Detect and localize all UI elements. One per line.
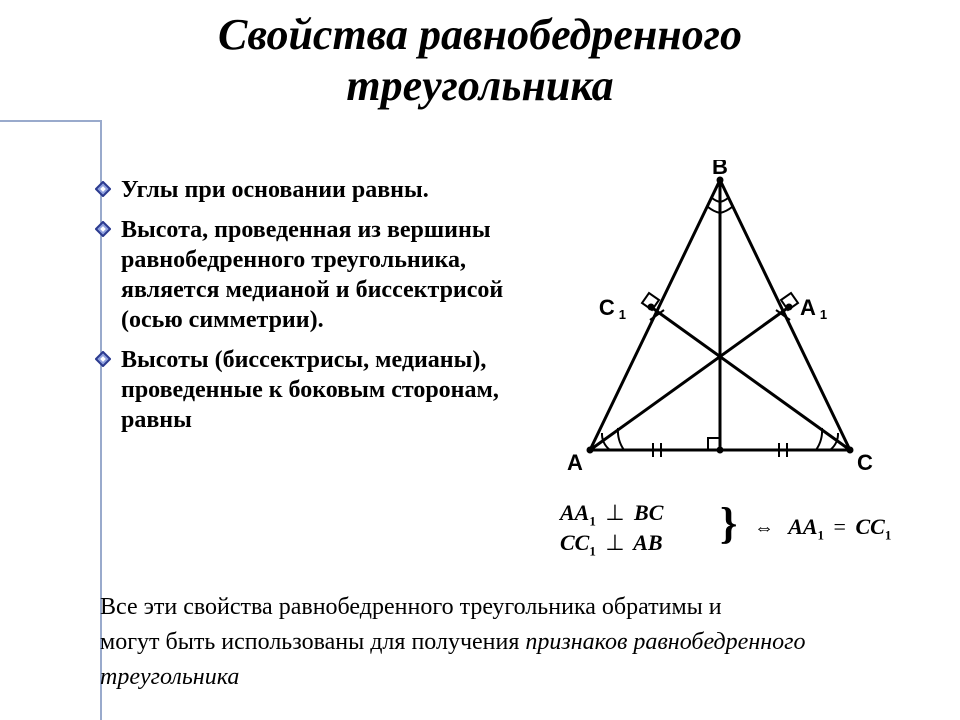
list-item: Высоты (биссектрисы, медианы), проведенн…: [95, 345, 515, 435]
label-A: A: [567, 450, 583, 475]
label-B: B: [712, 160, 728, 179]
math-line-1: AA1 ⊥ BC: [560, 500, 663, 530]
decor-horizontal-line: [0, 120, 100, 122]
diamond-bullet-icon: [95, 181, 111, 197]
bullet-text: Углы при основании равны.: [121, 175, 429, 205]
slide: { "title_line1": "Свойства равнобедренно…: [0, 0, 960, 720]
bullet-text: Высота, проведенная из вершины равнобедр…: [121, 215, 515, 335]
label-A1: A1: [800, 295, 827, 322]
footer-text: Все эти свойства равнобедренного треугол…: [100, 590, 900, 694]
diamond-bullet-icon: [95, 221, 111, 237]
footer-line-1: Все эти свойства равнобедренного треугол…: [100, 594, 722, 620]
diamond-bullet-icon: [95, 351, 111, 367]
footer-line-2a: могут быть использованы для получения: [100, 629, 525, 655]
bullet-text: Высоты (биссектрисы, медианы), проведенн…: [121, 345, 515, 435]
bullet-list: Углы при основании равны. Высота, провед…: [95, 175, 515, 445]
math-block: AA1 ⊥ BC CC1 ⊥ AB } ⇔ AA1 = CC1: [560, 500, 663, 560]
math-line-2: CC1 ⊥ AB: [560, 530, 663, 560]
page-title: Свойства равнобедренного треугольника: [80, 10, 880, 111]
triangle-diagram: A B C C1 A1: [530, 160, 910, 500]
brace-icon: }: [720, 498, 737, 549]
label-C1: C1: [599, 295, 626, 322]
math-rhs: ⇔ AA1 = CC1: [750, 514, 891, 543]
title-line-2: треугольника: [346, 61, 613, 110]
title-line-1: Свойства равнобедренного: [218, 10, 742, 59]
label-C: C: [857, 450, 873, 475]
list-item: Высота, проведенная из вершины равнобедр…: [95, 215, 515, 335]
list-item: Углы при основании равны.: [95, 175, 515, 205]
